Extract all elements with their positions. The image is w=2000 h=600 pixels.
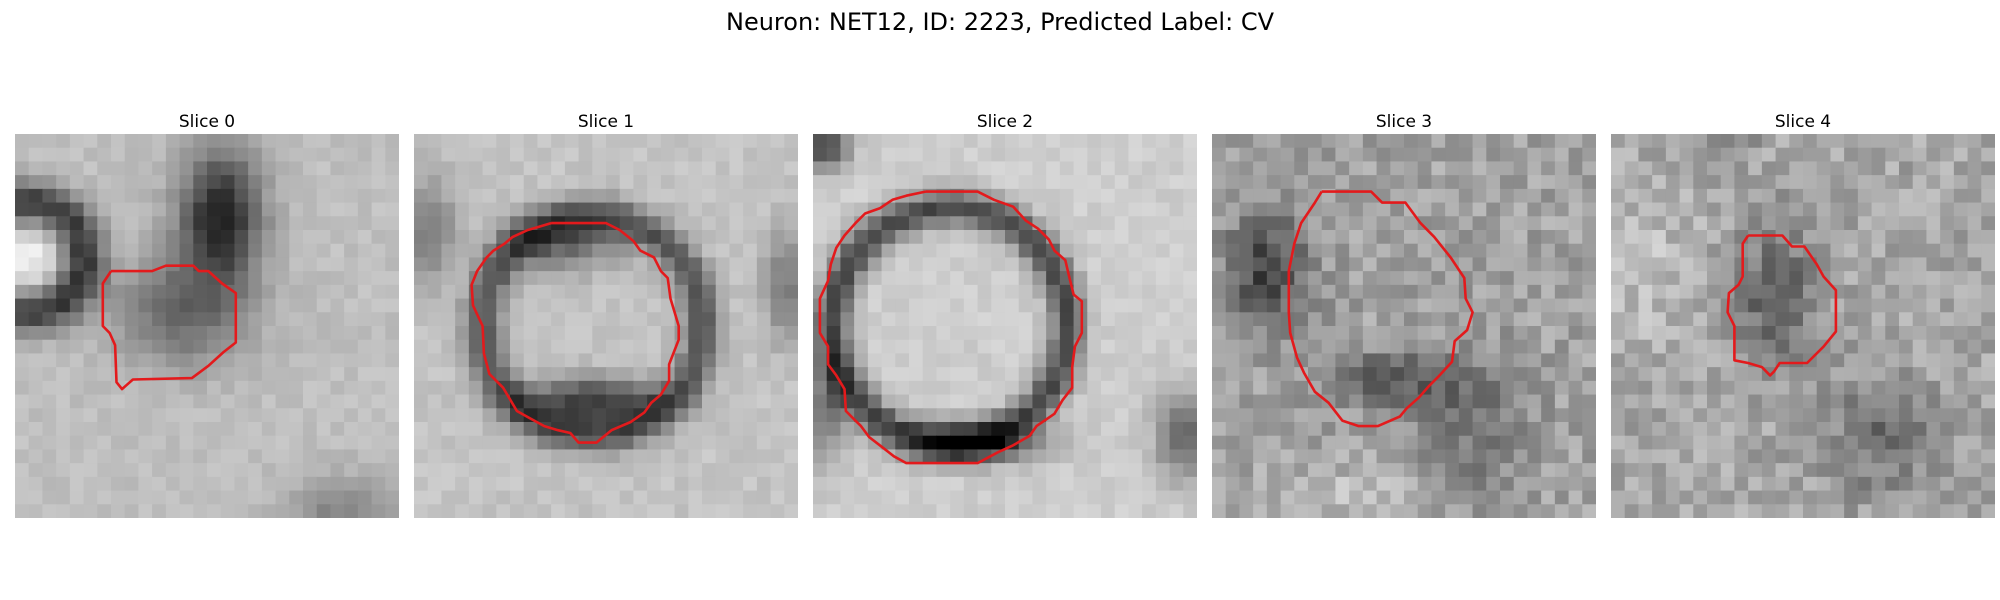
slice-image-3 — [1212, 134, 1596, 518]
slice-3-pixel-grid — [1212, 134, 1596, 518]
slice-2-pixel-grid — [813, 134, 1197, 518]
slice-title-0: Slice 0 — [178, 112, 236, 132]
slice-title-1: Slice 1 — [577, 112, 635, 132]
slice-2-contour — [818, 190, 1084, 465]
slice-image-2 — [813, 134, 1197, 518]
slice-image-4 — [1611, 134, 1995, 518]
slice-panel-0: Slice 0 — [15, 110, 399, 518]
slice-image-0 — [15, 134, 399, 518]
slice-title-3: Slice 3 — [1375, 112, 1433, 132]
slice-panel-2: Slice 2 — [813, 110, 1197, 518]
slice-title-4: Slice 4 — [1774, 112, 1832, 132]
slice-image-1 — [414, 134, 798, 518]
slice-panel-1: Slice 1 — [414, 110, 798, 518]
slice-0-pixel-grid — [15, 134, 399, 518]
slice-1-contour — [470, 221, 681, 444]
slice-1-pixel-grid — [414, 134, 798, 518]
slice-4-pixel-grid — [1611, 134, 1995, 518]
slice-panel-3: Slice 3 — [1212, 110, 1596, 518]
slice-3-contour — [1287, 190, 1474, 428]
figure-title: Neuron: NET12, ID: 2223, Predicted Label… — [726, 8, 1274, 36]
slice-0-contour — [101, 264, 238, 391]
slice-title-2: Slice 2 — [976, 112, 1034, 132]
slice-4-contour — [1726, 234, 1838, 377]
slice-panel-4: Slice 4 — [1611, 110, 1995, 518]
